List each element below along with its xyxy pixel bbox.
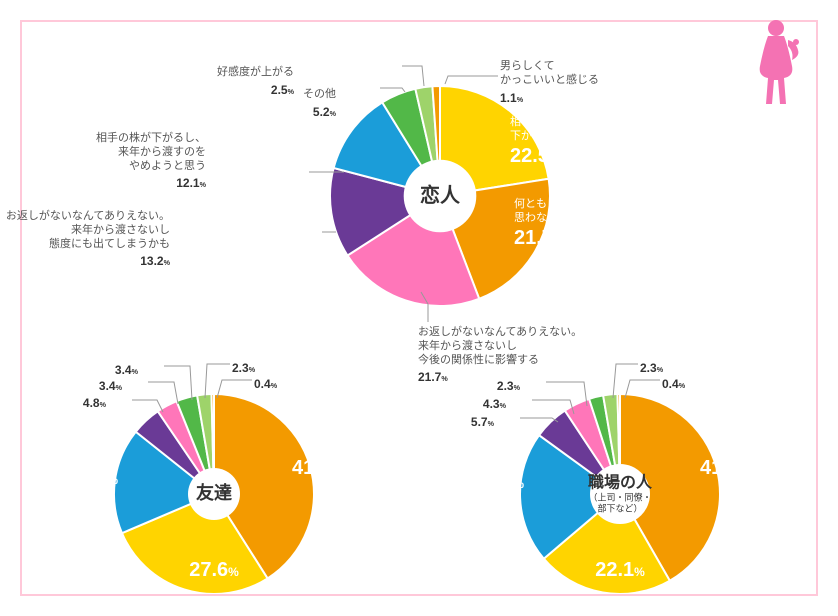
- work-annotation: 21.2%: [474, 470, 524, 495]
- friend-center-label: 友達: [196, 483, 232, 505]
- lover-annotation: 男らしくて かっこいいと感じる 1.1%: [500, 60, 599, 108]
- lover-annotation: 何とも 思わない21.7%: [514, 198, 564, 251]
- ann-value: 41.7%: [700, 457, 750, 479]
- leader-line: [445, 76, 498, 84]
- ann-value: 2.3%: [640, 361, 663, 375]
- work-annotation: 41.7%: [700, 456, 750, 481]
- ann-value: 13.2%: [140, 254, 170, 268]
- lover-annotation: お返しがないなんてありえない。 来年から渡さないし 態度にも出てしまうかも 13.…: [6, 210, 170, 271]
- ann-value: 5.2%: [313, 105, 336, 119]
- ann-value: 2.5%: [271, 83, 294, 97]
- work-annotation: 2.3%: [497, 376, 520, 396]
- ann-value: 3.4%: [99, 379, 122, 393]
- ann-value: 1.1%: [500, 91, 523, 105]
- friend-annotation: 0.4%: [254, 374, 277, 394]
- ann-value: 21.7%: [418, 370, 448, 384]
- work-annotation: 0.4%: [662, 374, 685, 394]
- ann-value: 5.7%: [471, 415, 494, 429]
- friend-annotation: 2.3%: [232, 358, 255, 378]
- ann-label: 好感度が上がる: [217, 66, 294, 80]
- ann-value: 0.4%: [662, 377, 685, 391]
- friend-annotation: 17.1%: [68, 466, 118, 491]
- lover-annotation: 好感度が上がる 2.5%: [217, 66, 294, 100]
- ann-value: 4.3%: [483, 397, 506, 411]
- friend-annotation: 27.6%: [189, 558, 239, 583]
- lover-title: 恋人: [420, 185, 460, 207]
- ann-value: 12.1%: [176, 176, 206, 190]
- ann-value: 2.3%: [497, 379, 520, 393]
- lover-annotation: 相手の株が下がるし、 来年から渡すのを やめようと思う 12.1%: [96, 132, 206, 193]
- lover-center-label: 恋人: [420, 184, 460, 208]
- leader-line: [402, 66, 424, 86]
- ann-value: 3.4%: [115, 363, 138, 377]
- ann-label: その他: [303, 88, 336, 102]
- ann-label: 相手の株が下がるし、 来年から渡すのを やめようと思う: [96, 132, 206, 173]
- ann-value: 4.8%: [83, 396, 106, 410]
- leader-line: [205, 364, 230, 398]
- friend-annotation: 41.0%: [292, 456, 342, 481]
- ann-label: お返しがないなんてありえない。 来年から渡さないし 今後の関係性に影響する: [418, 326, 582, 367]
- ann-value: 21.7%: [514, 227, 564, 249]
- ann-value: 41.0%: [292, 457, 342, 479]
- ann-value: 0.4%: [254, 377, 277, 391]
- work-title: 職場の人: [588, 474, 652, 492]
- friend-annotation: 3.4%: [115, 360, 138, 380]
- ann-label: 何とも 思わない: [514, 198, 564, 226]
- ann-label: お返しがないなんてありえない。 来年から渡さないし 態度にも出てしまうかも: [6, 210, 170, 251]
- ann-value: 22.5%: [510, 145, 560, 167]
- ann-label: 男らしくて かっこいいと感じる: [500, 60, 599, 88]
- friend-title: 友達: [196, 483, 232, 503]
- friend-annotation: 4.8%: [83, 393, 106, 413]
- work-annotation: 2.3%: [640, 358, 663, 378]
- ann-value: 27.6%: [189, 559, 239, 581]
- ann-value: 22.1%: [595, 559, 645, 581]
- chart-frame: 恋人 友達 職場の人 （上司・同僚・ 部下など） 相手の株が 下がる22.5% 何…: [20, 20, 818, 596]
- ann-label: 相手の株が 下がる: [510, 116, 565, 144]
- leader-line: [613, 364, 638, 398]
- work-subtitle: （上司・同僚・ 部下など）: [588, 493, 652, 514]
- work-annotation: 4.3%: [483, 394, 506, 414]
- work-annotation: 22.1%: [595, 558, 645, 583]
- work-annotation: 5.7%: [471, 412, 494, 432]
- lover-annotation: 相手の株が 下がる22.5%: [510, 116, 565, 169]
- woman-silhouette-icon: [746, 16, 806, 136]
- lover-annotation: その他 5.2%: [303, 88, 336, 122]
- ann-value: 2.3%: [232, 361, 255, 375]
- work-center-label: 職場の人 （上司・同僚・ 部下など）: [588, 474, 652, 513]
- ann-value: 21.2%: [474, 471, 524, 493]
- ann-value: 17.1%: [68, 467, 118, 489]
